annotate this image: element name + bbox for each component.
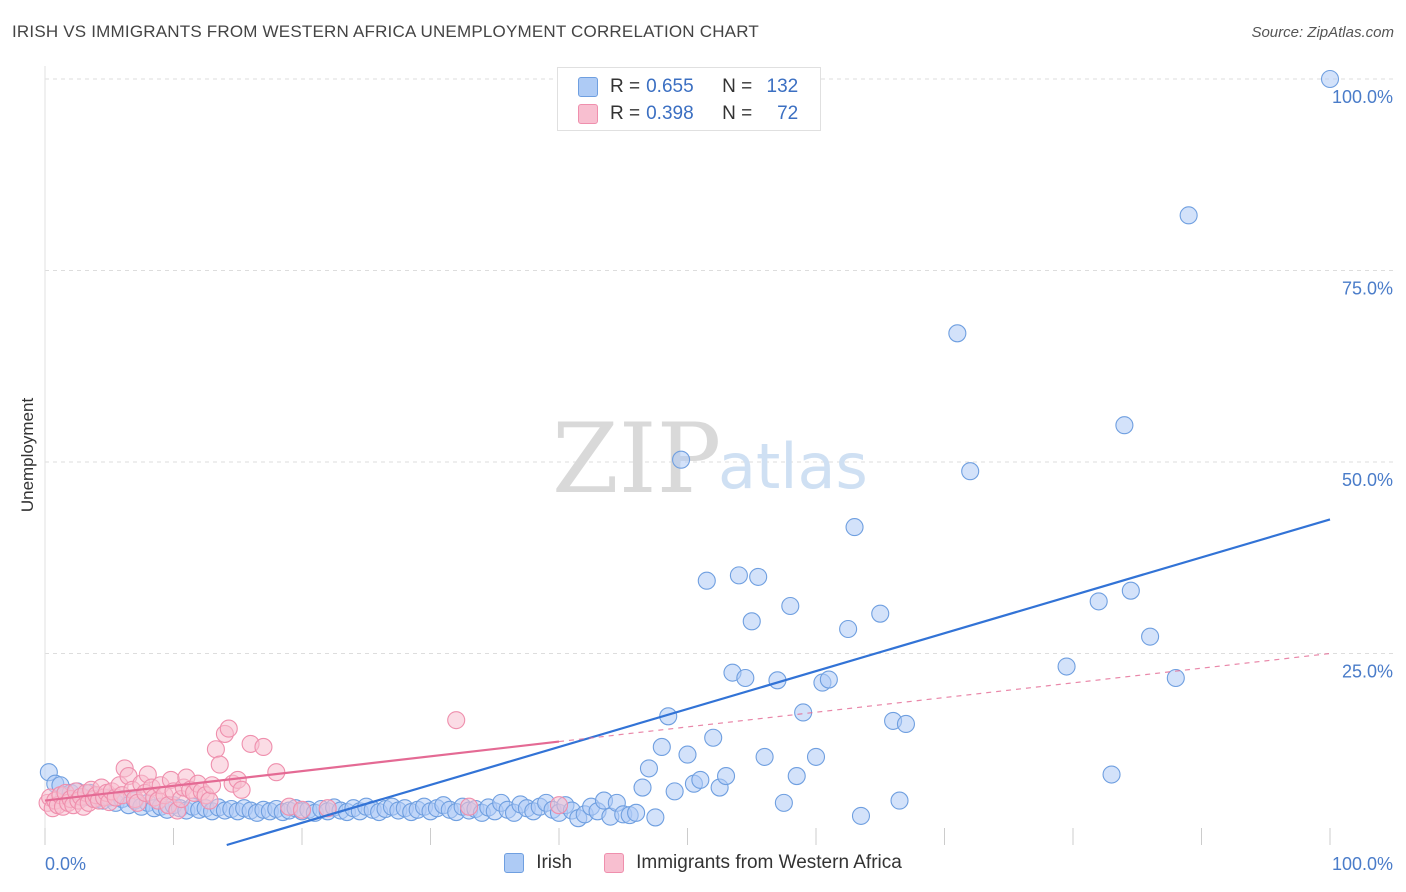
data-point [871,604,890,623]
legend-swatch-irish [504,853,525,873]
data-point [787,767,806,786]
data-point [896,714,916,734]
data-point [806,747,826,766]
data-point [697,571,716,590]
watermark: ZIP atlas [552,403,868,515]
source-credit: Source: ZipAtlas.com [1251,24,1394,41]
data-point [845,518,864,537]
data-point [781,596,800,616]
data-point [292,800,312,819]
data-point [961,462,980,481]
irish-swatch [578,77,598,97]
data-point [1057,657,1076,676]
stats-row-irish: R = 0.655 N = 132 [578,74,798,100]
data-point [652,737,671,757]
data-point [1115,416,1134,435]
data-point [742,612,761,631]
n-value: 132 [766,76,799,97]
legend-item-irish[interactable]: Irish [504,852,572,874]
legend-label: Immigrants from Western Africa [636,852,902,873]
axes [44,66,1331,845]
data-point [549,796,569,815]
y-tick-label: 75.0% [1342,279,1393,299]
trend-line-western-africa [44,740,560,802]
watermark-zip: ZIP [552,403,721,515]
data-point [627,803,646,822]
n-value: 72 [777,103,799,124]
data-point [1089,592,1108,611]
western-africa-swatch [578,104,598,124]
grid-lines [45,78,1395,654]
data-point [678,745,697,764]
y-tick-labels: 25.0% 50.0% 75.0% 100.0% [1332,87,1393,682]
data-point [219,719,238,738]
data-point [851,806,871,825]
data-point [704,728,723,747]
legend-swatch-western-africa [604,853,625,873]
trend-line-western-africa-dashed [558,652,1331,743]
data-point [691,770,710,789]
data-point [729,566,748,585]
data-point [1121,581,1140,600]
stats-row-western-africa: R = 0.398 N = 72 [578,101,798,127]
data-point [736,668,755,688]
legend-item-western-africa[interactable]: Immigrants from Western Africa [604,852,902,874]
data-point [774,793,793,812]
data-point [633,778,652,797]
data-point [200,791,219,810]
chart-legend: Irish Immigrants from Western Africa [0,852,1406,874]
x-tick-label: 100.0% [1332,854,1393,874]
r-label: R = [610,76,641,97]
data-point [318,799,337,818]
data-point [1166,668,1185,688]
data-point [447,711,466,730]
data-point [203,776,222,795]
data-point [206,740,225,759]
r-value: 0.398 [646,103,694,124]
data-point [948,324,967,343]
data-point [819,670,838,689]
trend-lines [44,518,1331,847]
data-point [1179,206,1198,225]
data-point [646,808,665,827]
data-point [1102,765,1121,784]
data-point [716,767,736,786]
data-point [839,619,858,639]
data-point [232,780,251,799]
y-tick-label: 50.0% [1342,470,1393,490]
watermark-atlas: atlas [718,430,868,503]
data-point [890,791,909,810]
n-label: N = [722,103,753,124]
data-point [267,763,286,782]
y-tick-label: 100.0% [1332,87,1393,107]
x-tick-labels: 0.0% 100.0% [45,854,1393,874]
data-point [749,567,768,586]
trend-line-irish [226,518,1331,847]
data-point [755,747,774,766]
stats-box: R = 0.655 N = 132 R = 0.398 N = 72 [557,67,821,131]
x-tick-label: 0.0% [45,854,86,874]
y-tick-label: 25.0% [1342,662,1393,682]
data-point [639,759,659,778]
r-label: R = [610,103,641,124]
chart-title: IRISH VS IMMIGRANTS FROM WESTERN AFRICA … [12,22,759,41]
legend-label: Irish [536,852,573,873]
data-point [665,782,684,801]
data-point [1320,69,1340,89]
data-point [459,797,479,816]
n-label: N = [722,76,753,97]
data-point [254,737,273,757]
data-point [1141,627,1160,646]
data-point [672,450,691,469]
data-point [210,755,229,774]
r-value: 0.655 [646,76,694,97]
